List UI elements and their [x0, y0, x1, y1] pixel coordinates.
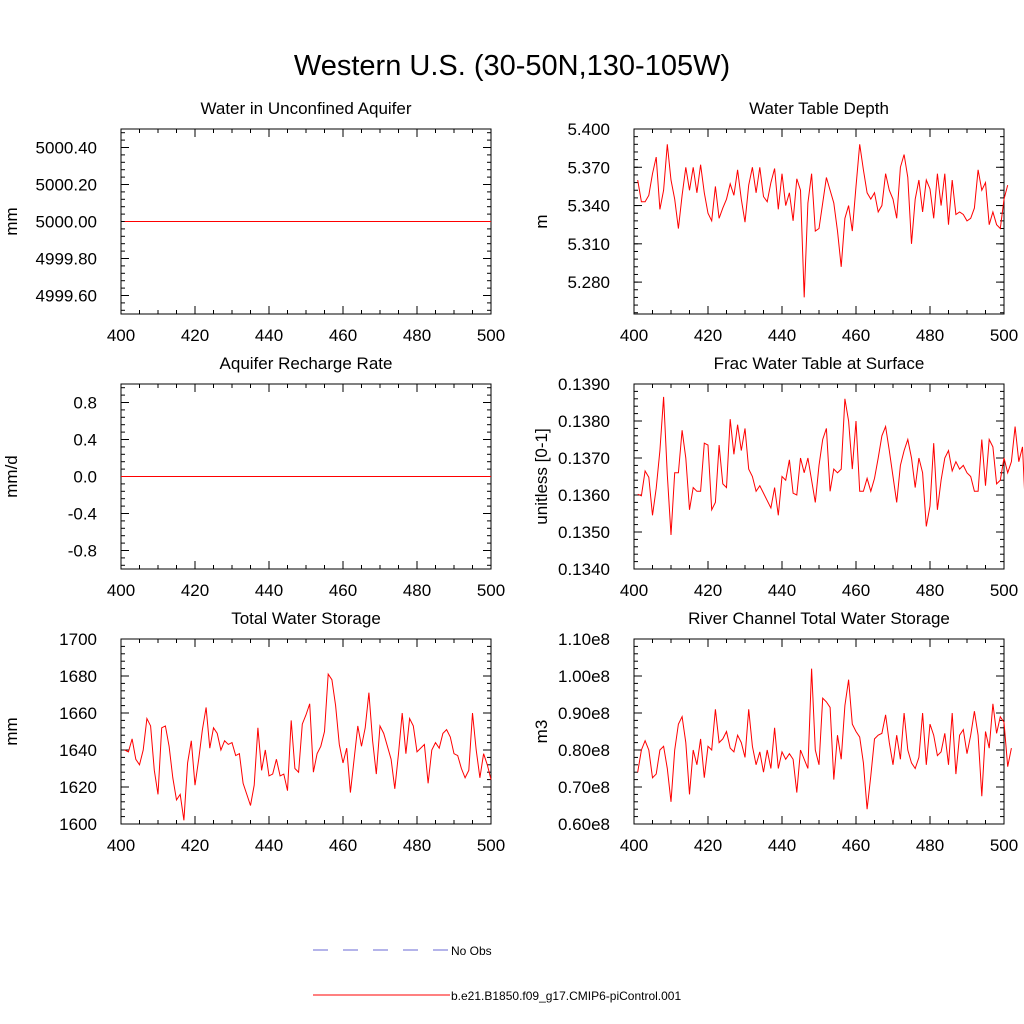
panel-6-xtick-label: 420: [694, 836, 722, 855]
panel-6-xtick-label: 400: [620, 836, 648, 855]
panel-2-ytick-label: 5.340: [567, 197, 610, 216]
panel-4-xtick-label: 440: [768, 581, 796, 600]
panel-3-ytick-label: 0.8: [73, 394, 97, 413]
panel-6-title: River Channel Total Water Storage: [688, 609, 950, 628]
panel-3-ytick-label: -0.8: [68, 542, 97, 561]
panel-2-ytick-label: 5.400: [567, 120, 610, 139]
panel-6-ytick-label: 0.70e8: [558, 778, 610, 797]
panel-4-xtick-label: 460: [842, 581, 870, 600]
panel-4-xtick-label: 480: [916, 581, 944, 600]
panel-2-xtick-label: 420: [694, 326, 722, 345]
panel-3-xtick-label: 480: [403, 581, 431, 600]
panel-2-title: Water Table Depth: [749, 99, 889, 118]
panel-5-ylabel: mm: [2, 717, 21, 745]
panel-3-ytick-label: -0.4: [68, 505, 97, 524]
panel-4-xtick-label: 420: [694, 581, 722, 600]
panel-3-xtick-label: 460: [329, 581, 357, 600]
panel-3-ytick-label: 0.4: [73, 431, 97, 450]
panel-1-ytick-label: 5000.20: [36, 176, 97, 195]
panel-5-xtick-label: 400: [107, 836, 135, 855]
panel-3-xtick-label: 440: [255, 581, 283, 600]
panel-2-xtick-label: 500: [990, 326, 1018, 345]
panel-1-title: Water in Unconfined Aquifer: [200, 99, 411, 118]
panel-5-title: Total Water Storage: [231, 609, 381, 628]
panel-2-ytick-label: 5.310: [567, 235, 610, 254]
panel-4-xtick-label: 500: [990, 581, 1018, 600]
panel-6-ytick-label: 0.90e8: [558, 704, 610, 723]
panel-5-series-line-1: [124, 672, 492, 821]
panel-4-ytick-label: 0.1390: [558, 375, 610, 394]
panel-5-xtick-label: 480: [403, 836, 431, 855]
panel-5-ytick-label: 1620: [59, 778, 97, 797]
panel-6-ytick-label: 0.60e8: [558, 815, 610, 834]
panel-4-title: Frac Water Table at Surface: [714, 354, 925, 373]
legend-no-obs-label: No Obs: [451, 944, 492, 958]
panel-1-ytick-label: 5000.40: [36, 139, 97, 158]
panel-5-ytick-label: 1660: [59, 704, 97, 723]
panel-2-ytick-label: 5.370: [567, 158, 610, 177]
panel-5-xtick-label: 500: [477, 836, 505, 855]
panel-2-series-line-1: [637, 144, 1009, 298]
panel-2-xtick-label: 480: [916, 326, 944, 345]
panel-1-xtick-label: 500: [477, 326, 505, 345]
panel-2-xtick-label: 400: [620, 326, 648, 345]
panel-3-xtick-label: 400: [107, 581, 135, 600]
panel-6-ytick-label: 0.80e8: [558, 741, 610, 760]
panel-4-frame: [633, 383, 1005, 570]
panel-5-ytick-label: 1680: [59, 667, 97, 686]
panel-2-xtick-label: 460: [842, 326, 870, 345]
panel-1-xtick-label: 480: [403, 326, 431, 345]
panel-4-ytick-label: 0.1370: [558, 449, 610, 468]
panel-5-frame: [120, 638, 492, 825]
panel-6-ytick-label: 1.00e8: [558, 667, 610, 686]
panel-1-ytick-label: 4999.80: [36, 250, 97, 269]
panel-6-xtick-label: 500: [990, 836, 1018, 855]
panel-2-ytick-label: 5.280: [567, 273, 610, 292]
panel-4-ytick-label: 0.1380: [558, 412, 610, 431]
panel-2-xtick-label: 440: [768, 326, 796, 345]
panel-1-xtick-label: 420: [181, 326, 209, 345]
panel-1-xtick-label: 440: [255, 326, 283, 345]
panel-3-xtick-label: 420: [181, 581, 209, 600]
panel-1-xtick-label: 400: [107, 326, 135, 345]
figure-title: Western U.S. (30-50N,130-105W): [293, 50, 731, 82]
panel-4-ytick-label: 0.1340: [558, 560, 610, 579]
panel-5-ytick-label: 1640: [59, 741, 97, 760]
panel-6-frame: [633, 638, 1005, 825]
panel-4-ytick-label: 0.1350: [558, 523, 610, 542]
panel-5-ytick-label: 1700: [59, 630, 97, 649]
panel-1-xtick-label: 460: [329, 326, 357, 345]
panel-3-ytick-label: 0.0: [73, 468, 97, 487]
panel-2-ylabel: m: [532, 214, 551, 228]
panel-3-xtick-label: 500: [477, 581, 505, 600]
panel-6-ylabel: m3: [532, 720, 551, 744]
panel-6-xtick-label: 460: [842, 836, 870, 855]
panel-4-ylabel: unitless [0-1]: [532, 428, 551, 524]
panel-5-xtick-label: 440: [255, 836, 283, 855]
panel-1-ytick-label: 5000.00: [36, 213, 97, 232]
panel-6-xtick-label: 440: [768, 836, 796, 855]
panel-4-xtick-label: 400: [620, 581, 648, 600]
legend-model-label: b.e21.B1850.f09_g17.CMIP6-piControl.001: [451, 989, 681, 1003]
panel-5-xtick-label: 460: [329, 836, 357, 855]
panel-5-ytick-label: 1600: [59, 815, 97, 834]
panel-1-ytick-label: 4999.60: [36, 287, 97, 306]
panel-6-series-line-1: [637, 668, 1012, 810]
panel-3-title: Aquifer Recharge Rate: [220, 354, 393, 373]
panel-4-series-line-1: [637, 396, 1024, 535]
panel-6-ytick-label: 1.10e8: [558, 630, 610, 649]
panel-3-ylabel: mm/d: [2, 455, 21, 498]
panel-1-ylabel: mm: [2, 207, 21, 235]
panel-6-xtick-label: 480: [916, 836, 944, 855]
panel-4-ytick-label: 0.1360: [558, 486, 610, 505]
panel-5-xtick-label: 420: [181, 836, 209, 855]
